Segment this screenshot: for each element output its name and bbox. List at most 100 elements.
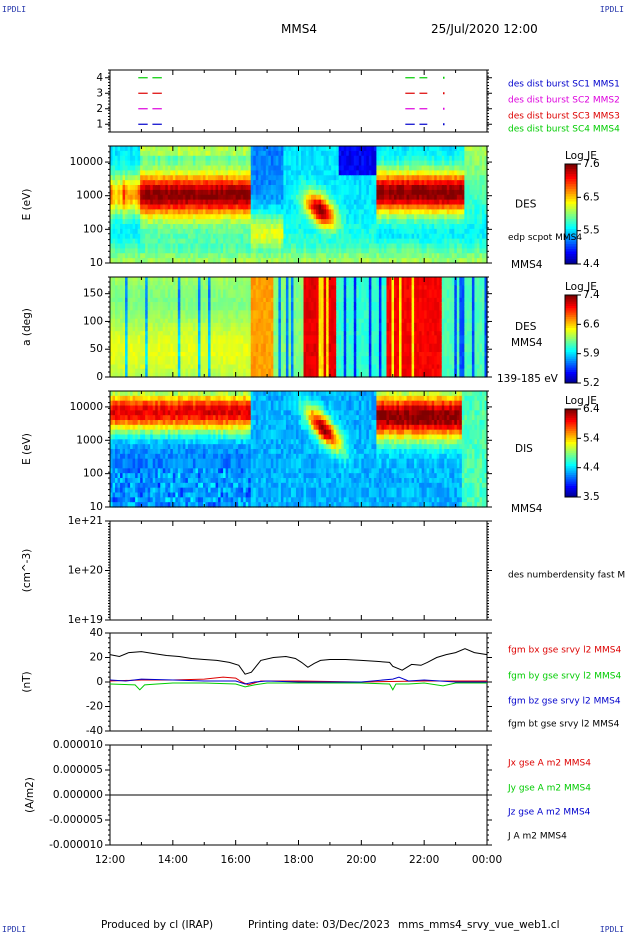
heatmap-cell: [449, 199, 453, 206]
heatmap-cell: [197, 180, 202, 186]
heatmap-cell: [424, 175, 428, 181]
heatmap-cell: [439, 199, 443, 206]
heatmap-cell: [409, 150, 413, 157]
heatmap-cell: [180, 204, 184, 210]
heatmap-cell: [125, 180, 129, 186]
heatmap-cell: [187, 175, 192, 181]
heatmap-cell: [180, 160, 184, 167]
heatmap-cell: [333, 150, 337, 157]
heatmap-cell: [135, 364, 139, 370]
heatmap-cell: [110, 281, 114, 286]
heatmap-cell: [197, 368, 202, 374]
heatmap-cell: [125, 224, 129, 230]
heatmap-cell: [358, 224, 362, 230]
heatmap-cell: [258, 170, 262, 176]
heatmap-cell: [439, 238, 443, 245]
heatmap-cell: [263, 194, 267, 201]
heatmap-cell: [456, 185, 460, 191]
heatmap-cell: [172, 170, 176, 176]
heatmap-cell: [182, 352, 186, 357]
heatmap-cell: [235, 258, 239, 264]
heatmap-cell: [373, 253, 378, 259]
heatmap-cell: [243, 199, 247, 206]
heatmap-cell: [240, 160, 244, 167]
heatmap-cell: [386, 219, 390, 225]
heatmap-cell: [125, 343, 129, 349]
heatmap-cell: [162, 364, 166, 370]
heatmap-cell: [341, 258, 345, 264]
heatmap-cell: [318, 224, 322, 230]
heatmap-cell: [182, 224, 186, 230]
heatmap-cell: [383, 214, 388, 220]
heatmap-cell: [195, 185, 199, 191]
heatmap-cell: [218, 175, 222, 181]
heatmap-cell: [208, 155, 212, 162]
heatmap-cell: [426, 204, 430, 210]
heatmap-cell: [240, 214, 244, 220]
heatmap-cell: [419, 199, 423, 206]
heatmap-cell: [288, 253, 292, 259]
heatmap-cell: [120, 289, 124, 295]
heatmap-cell: [444, 214, 448, 220]
heatmap-cell: [120, 356, 124, 361]
heatmap-cell: [260, 160, 264, 167]
heatmap-cell: [177, 199, 181, 206]
heatmap-cell: [444, 204, 448, 210]
heatmap-cell: [371, 165, 375, 171]
heatmap-cell: [283, 180, 287, 186]
heatmap-cell: [441, 243, 445, 249]
heatmap-cell: [210, 214, 214, 220]
heatmap-cell: [431, 228, 435, 235]
heatmap-cell: [150, 352, 154, 357]
heatmap-cell: [200, 343, 204, 349]
heatmap-cell: [386, 170, 390, 176]
heatmap-cell: [479, 209, 483, 215]
heatmap-cell: [218, 233, 222, 240]
heatmap-cell: [280, 253, 285, 259]
heatmap-cell: [363, 214, 367, 220]
heatmap-cell: [142, 368, 146, 374]
heatmap-cell: [122, 331, 126, 336]
heatmap-cell: [122, 281, 126, 286]
heatmap-cell: [376, 146, 380, 152]
heatmap-cell: [411, 189, 415, 196]
heatmap-cell: [449, 224, 453, 230]
heatmap-cell: [162, 175, 166, 181]
heatmap-cell: [243, 185, 247, 191]
heatmap-cell: [363, 189, 367, 196]
heatmap-cell: [321, 160, 325, 167]
heatmap-cell: [167, 146, 171, 152]
heatmap-cell: [401, 180, 405, 186]
heatmap-cell: [356, 224, 360, 230]
heatmap-cell: [230, 160, 234, 167]
heatmap-cell: [150, 189, 154, 196]
heatmap-cell: [411, 150, 415, 157]
heatmap-cell: [167, 209, 171, 215]
heatmap-cell: [346, 160, 350, 167]
heatmap-cell: [474, 175, 478, 181]
heatmap-cell: [456, 224, 460, 230]
heatmap-cell: [270, 219, 274, 225]
heatmap-cell: [469, 160, 473, 167]
heatmap-cell: [306, 175, 310, 181]
heatmap-cell: [170, 327, 174, 332]
heatmap-cell: [195, 356, 199, 361]
heatmap-cell: [414, 238, 418, 245]
heatmap-cell: [127, 150, 131, 157]
heatmap-cell: [140, 170, 144, 176]
heatmap-cell: [185, 343, 189, 349]
heatmap-cell: [449, 214, 453, 220]
heatmap-cell: [210, 204, 214, 210]
heatmap-cell: [150, 224, 154, 230]
heatmap-cell: [142, 285, 146, 291]
heatmap-cell: [228, 175, 232, 181]
heatmap-cell: [331, 209, 335, 215]
heatmap-cell: [476, 180, 481, 186]
heatmap-cell: [155, 150, 159, 157]
heatmap-cell: [351, 233, 355, 240]
heatmap-cell: [177, 331, 181, 336]
heatmap-cell: [273, 214, 277, 220]
heatmap-cell: [197, 189, 202, 196]
heatmap-cell: [110, 289, 114, 295]
